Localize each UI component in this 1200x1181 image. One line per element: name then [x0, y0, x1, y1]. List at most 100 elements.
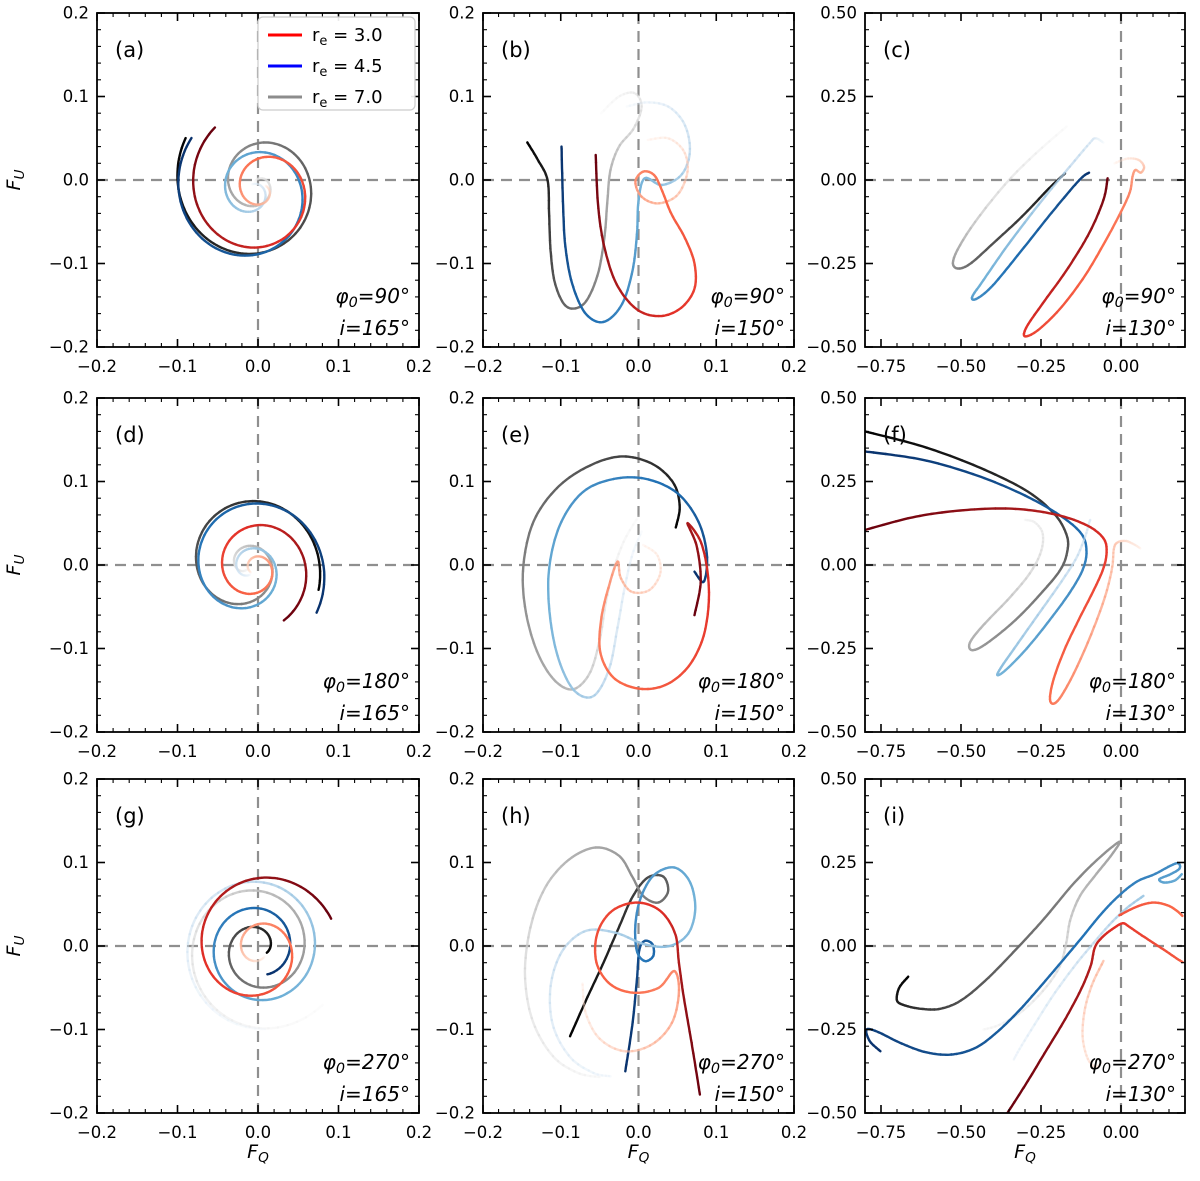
- y-tick-label: −0.50: [806, 338, 857, 357]
- y-tick-label: 0.1: [449, 472, 475, 491]
- y-tick-label: 0.00: [820, 556, 857, 575]
- panel-f: (f)−0.75 −0.50 −0.25 0.000.500.250.00−0.25−…: [806, 389, 1186, 761]
- x-tick-label: −0.1: [157, 742, 197, 761]
- curves-d: [194, 499, 326, 622]
- annotation-inclination: i=150°: [715, 701, 786, 725]
- y-tick-label: −0.1: [435, 254, 475, 273]
- x-tick-label: 0.1: [325, 1123, 351, 1142]
- y-tick-label: 0.0: [449, 937, 475, 956]
- y-tick-label: 0.00: [820, 171, 857, 190]
- x-tick-label: 0.00: [1103, 742, 1140, 761]
- x-tick-label: 0.2: [406, 357, 432, 376]
- y-tick-label: 0.25: [820, 853, 857, 872]
- legend: re = 3.0 re = 4.5 re = 7.0: [257, 16, 416, 111]
- y-tick-label: 0.0: [63, 556, 89, 575]
- y-tick-label: 0.50: [820, 389, 857, 408]
- annotation-phi0: φ0=180°: [323, 669, 410, 696]
- x-axis-label: FQ: [628, 1141, 650, 1166]
- ticks-i: [864, 778, 1186, 1114]
- curve-gray-e-0: [521, 455, 681, 691]
- curve-blue-f-1: [865, 450, 1092, 677]
- curves-e: [521, 455, 711, 699]
- x-tick-label: −0.25: [1016, 1123, 1067, 1142]
- y-tick-label: −0.2: [49, 338, 89, 357]
- x-tick-label: −0.1: [541, 1123, 581, 1142]
- curve-red-f-2: [865, 507, 1142, 705]
- x-tick-label: 0.2: [781, 1123, 807, 1142]
- x-tick-label: 0.2: [781, 357, 807, 376]
- panel-letter-i: (i): [883, 804, 905, 828]
- y-tick-label: 0.00: [820, 937, 857, 956]
- x-tick-label: 0.0: [245, 1123, 271, 1142]
- x-tick-label: 0.1: [325, 742, 351, 761]
- x-tick-label: 0.2: [781, 742, 807, 761]
- x-tick-label: −0.1: [157, 357, 197, 376]
- curve-red-c-2: [1022, 157, 1146, 338]
- x-tick-label: 0.1: [703, 742, 729, 761]
- panel-h: (h) −0.2 −0.1 0.0 0.1 0.2 0.2 0.1 0.0 −0.1 −0.2 φ0=…: [435, 770, 807, 1143]
- x-tick-label: 0.0: [245, 357, 271, 376]
- y-tick-label: 0.50: [820, 770, 857, 789]
- y-tick-label: −0.1: [435, 639, 475, 658]
- y-tick-label: −0.50: [806, 1104, 857, 1123]
- y-tick-label: 0.2: [449, 770, 475, 789]
- panel-letter-c: (c): [883, 38, 911, 62]
- x-tick-label: −0.2: [463, 742, 503, 761]
- zero-crosshair: [865, 779, 1185, 1113]
- zero-crosshair: [865, 398, 1185, 732]
- curve-red-i-5: [1118, 901, 1184, 918]
- curve-blue-e-1: [547, 476, 709, 699]
- curve-blue-h-1: [548, 866, 697, 1078]
- panel-b: (b) −0.2 −0.1 0.0 0.1 0.2 0.2 0.1 0.0 −0.1 −0.2 φ0=…: [435, 4, 807, 377]
- curve-red-a-2: [192, 126, 307, 249]
- x-tick-label: −0.50: [936, 1123, 987, 1142]
- y-tick-label: 0.1: [63, 472, 89, 491]
- curve-gray-g-0: [190, 889, 324, 1030]
- x-tick-label: −0.2: [463, 1123, 503, 1142]
- legend-label: re = 4.5: [312, 56, 383, 80]
- ticks-f: [864, 397, 1186, 733]
- y-tick-label: 0.0: [449, 556, 475, 575]
- x-tick-label: 0.2: [406, 742, 432, 761]
- curves-f: [865, 430, 1142, 705]
- panel-letter-g: (g): [115, 804, 145, 828]
- ticks-h: [482, 778, 795, 1114]
- y-tick-label: −0.25: [806, 1020, 857, 1039]
- curve-blue-d-1: [197, 502, 326, 614]
- x-tick-label: 0.1: [703, 357, 729, 376]
- ticks-a: [96, 12, 420, 348]
- y-axis-label: FU: [3, 555, 28, 576]
- x-tick-label: −0.25: [1016, 357, 1067, 376]
- annotation-inclination: i=165°: [340, 316, 411, 340]
- y-tick-label: −0.25: [806, 254, 857, 273]
- x-tick-label: 0.0: [625, 1123, 651, 1142]
- y-tick-label: −0.1: [49, 254, 89, 273]
- annotation-phi0: φ0=90°: [710, 284, 785, 311]
- annotation-inclination: i=130°: [1106, 316, 1177, 340]
- y-tick-label: 0.1: [449, 87, 475, 106]
- x-tick-label: 0.0: [245, 742, 271, 761]
- annotation-inclination: i=130°: [1106, 1082, 1177, 1106]
- curves-b: [526, 91, 698, 324]
- x-tick-label: −0.75: [856, 1123, 907, 1142]
- y-tick-label: 0.2: [449, 4, 475, 23]
- y-tick-label: 0.25: [820, 472, 857, 491]
- annotation-inclination: i=150°: [715, 1082, 786, 1106]
- y-tick-label: 0.50: [820, 4, 857, 23]
- y-tick-label: 0.2: [63, 770, 89, 789]
- curve-gray-b-0: [526, 91, 643, 310]
- curve-gray-c-0: [951, 125, 1068, 270]
- x-tick-label: 0.1: [703, 1123, 729, 1142]
- y-tick-label: 0.2: [63, 4, 89, 23]
- y-tick-label: 0.1: [449, 853, 475, 872]
- panel-c: (c)−0.75 −0.50 −0.25 0.000.500.250.00−0.25−…: [806, 4, 1186, 376]
- curve-red-i-3: [1081, 959, 1105, 1069]
- annotation-phi0: φ0=180°: [698, 669, 785, 696]
- x-tick-label: −0.50: [936, 742, 987, 761]
- y-tick-label: −0.2: [435, 338, 475, 357]
- curves-g: [186, 876, 333, 1031]
- x-tick-label: 0.0: [625, 742, 651, 761]
- legend-label: re = 3.0: [312, 25, 383, 49]
- y-tick-label: 0.0: [449, 171, 475, 190]
